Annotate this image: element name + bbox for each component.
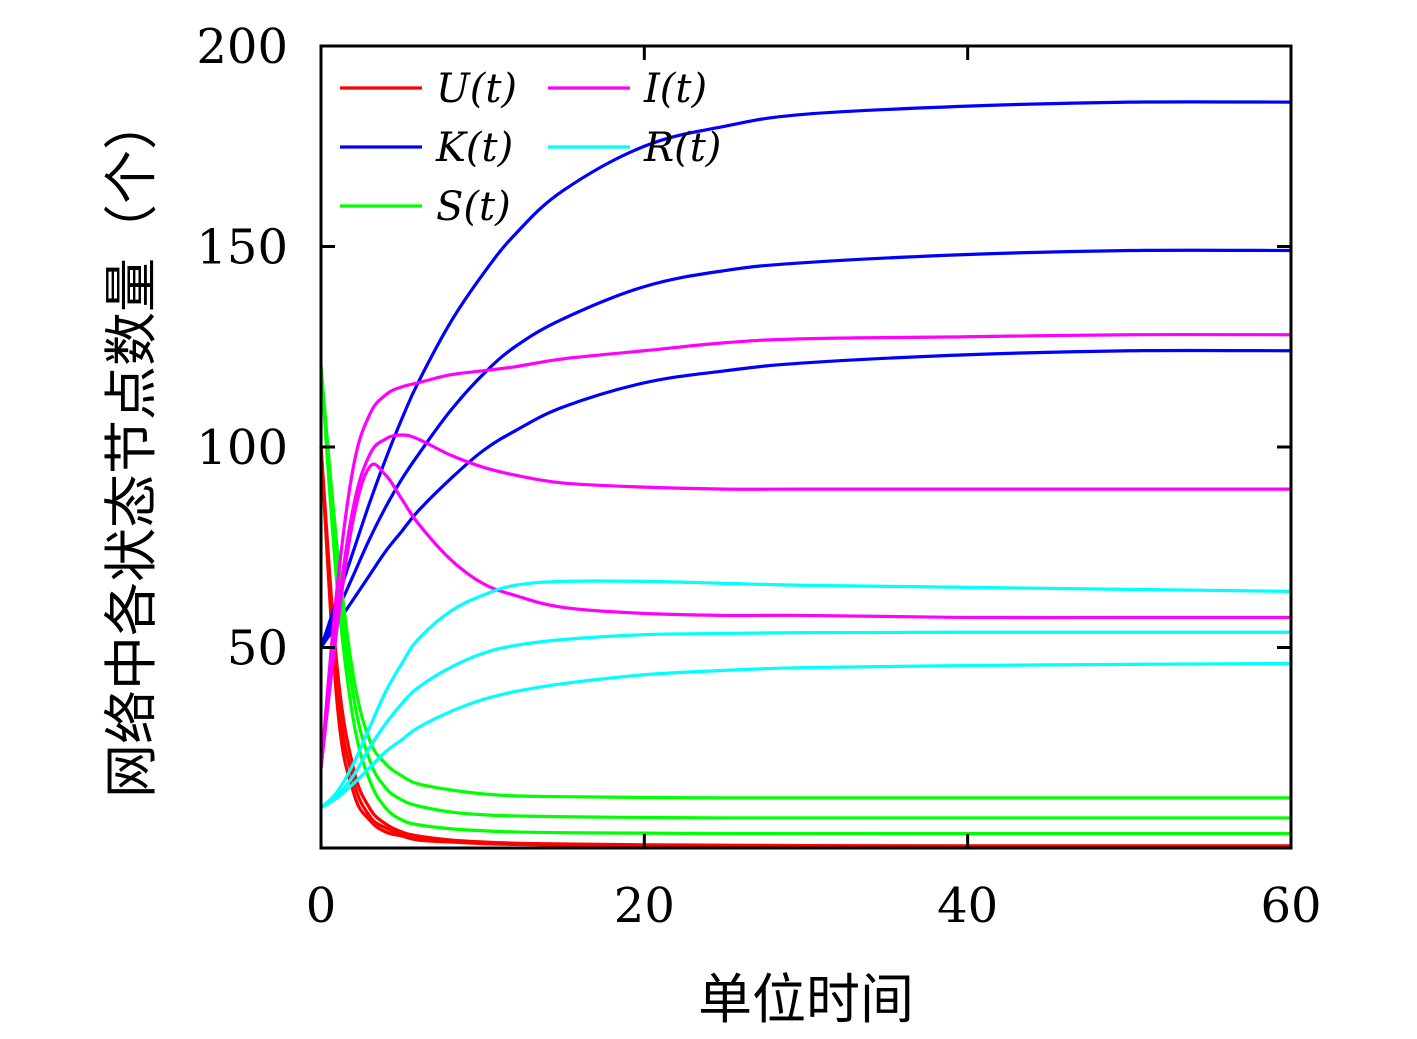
series-line [319,446,1291,848]
series-line [319,446,1291,848]
series-line [320,630,1291,810]
series-line [319,348,1292,649]
series-line [320,661,1292,810]
legend-layer: U(t) K(t) S(t) I(t) R(t) [340,66,721,230]
y-tick-label: 200 [196,19,288,75]
series-line [319,433,1292,768]
legend-label: K(t) [435,125,513,171]
series-line [319,100,1292,649]
y-tick-label: 100 [196,420,288,476]
x-tick-label: 40 [937,878,998,934]
legend-label: I(t) [643,66,707,112]
series-line [319,462,1291,768]
y-tick-label: 150 [196,220,288,276]
x-tick-label: 60 [1260,878,1321,934]
y-tick-label: 50 [227,621,288,677]
series-line [319,446,1291,848]
series-line [319,366,1291,800]
series-line [319,366,1291,820]
series-line [319,248,1292,649]
series-line [319,332,1292,768]
series-line [319,579,1292,810]
ticks-layer: 0 20 40 60 50 100 150 200 [196,19,1321,934]
legend-label: S(t) [436,184,511,230]
x-tick-label: 0 [306,878,337,934]
x-axis-title: 单位时间 [698,968,914,1031]
y-axis-title: 网络中各状态节点数量（个） [100,96,163,798]
legend-label: R(t) [643,125,721,171]
x-tick-label: 20 [614,878,675,934]
series-line [319,366,1291,836]
series-layer [319,100,1292,848]
legend-label: U(t) [436,66,517,112]
